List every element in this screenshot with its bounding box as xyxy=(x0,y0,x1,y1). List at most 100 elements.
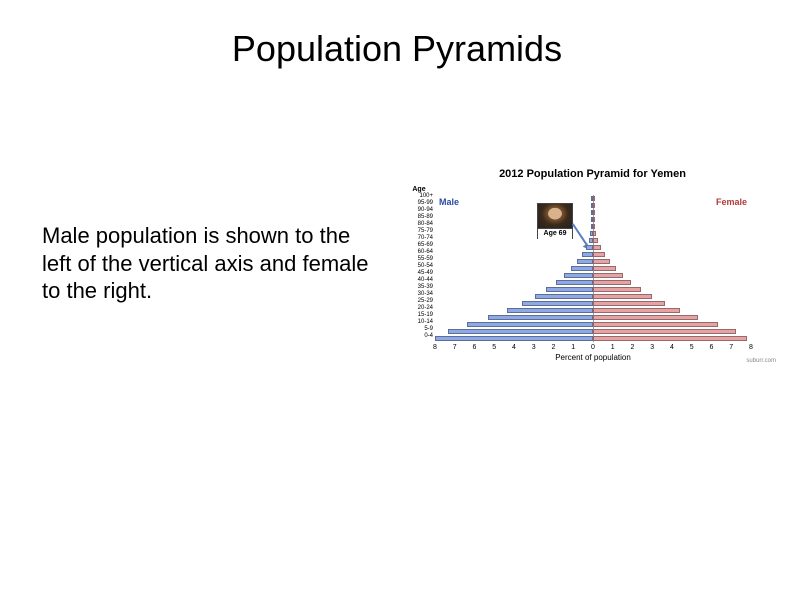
y-tick-label: 15-19 xyxy=(405,312,433,319)
y-tick-label: 95-99 xyxy=(405,200,433,207)
y-tick-label: 5-9 xyxy=(405,326,433,333)
male-bar xyxy=(535,294,593,299)
bar-row xyxy=(433,265,753,272)
y-tick-label: 45-49 xyxy=(405,270,433,277)
chart-title: 2012 Population Pyramid for Yemen xyxy=(405,168,780,180)
watermark: suburr.com xyxy=(746,358,776,364)
female-bar xyxy=(593,280,631,285)
male-bar xyxy=(467,322,593,327)
y-tick-label: 100+ xyxy=(405,193,433,200)
female-bar xyxy=(593,273,623,278)
male-bar xyxy=(577,259,593,264)
bar-row xyxy=(433,230,753,237)
slide-title: Population Pyramids xyxy=(0,28,794,70)
x-axis-label: Percent of population xyxy=(433,353,753,362)
y-tick-label: 50-54 xyxy=(405,263,433,270)
y-tick-label: 55-59 xyxy=(405,256,433,263)
female-bar xyxy=(593,315,698,320)
y-tick-label: 35-39 xyxy=(405,284,433,291)
y-tick-label: 0-4 xyxy=(405,333,433,340)
y-tick-label: 70-74 xyxy=(405,235,433,242)
y-axis-ticks: 100+95-9990-9485-8980-8475-7970-7465-696… xyxy=(405,193,433,340)
x-tick-label: 4 xyxy=(512,344,516,351)
bar-row xyxy=(433,258,753,265)
bar-row xyxy=(433,286,753,293)
bar-row xyxy=(433,209,753,216)
x-tick-label: 2 xyxy=(552,344,556,351)
bar-row xyxy=(433,216,753,223)
x-tick-label: 2 xyxy=(631,344,635,351)
x-tick-label: 5 xyxy=(690,344,694,351)
y-tick-label: 20-24 xyxy=(405,305,433,312)
bar-row xyxy=(433,202,753,209)
bar-row xyxy=(433,223,753,230)
y-tick-label: 90-94 xyxy=(405,207,433,214)
bar-row xyxy=(433,237,753,244)
x-tick-label: 4 xyxy=(670,344,674,351)
y-tick-label: 75-79 xyxy=(405,228,433,235)
male-bar xyxy=(435,336,593,341)
female-bar xyxy=(593,196,595,201)
male-bar xyxy=(564,273,593,278)
chart-plot-area: Male Female Age 69 xyxy=(433,195,753,342)
female-bar xyxy=(593,259,610,264)
female-bar xyxy=(593,210,595,215)
female-bar xyxy=(593,287,641,292)
male-bar xyxy=(488,315,593,320)
bar-row xyxy=(433,244,753,251)
female-bar xyxy=(593,224,595,229)
x-tick-label: 0 xyxy=(591,344,595,351)
female-bar xyxy=(593,245,601,250)
bar-row xyxy=(433,321,753,328)
slide-body-text: Male population is shown to the left of … xyxy=(42,222,382,305)
bar-row xyxy=(433,335,753,342)
y-axis: Age 100+95-9990-9485-8980-8475-7970-7465… xyxy=(405,186,433,340)
male-bar xyxy=(586,245,593,250)
female-bar xyxy=(593,294,652,299)
bar-row xyxy=(433,195,753,202)
bar-row xyxy=(433,279,753,286)
y-tick-label: 65-69 xyxy=(405,242,433,249)
female-bar xyxy=(593,301,665,306)
x-tick-label: 7 xyxy=(729,344,733,351)
y-tick-label: 80-84 xyxy=(405,221,433,228)
slide: Population Pyramids Male population is s… xyxy=(0,0,794,595)
female-bar xyxy=(593,336,747,341)
x-axis-ticks: 87654321012345678 xyxy=(433,344,753,351)
y-tick-label: 60-64 xyxy=(405,249,433,256)
bar-row xyxy=(433,314,753,321)
female-bar xyxy=(593,203,595,208)
male-bar xyxy=(448,329,593,334)
female-bar xyxy=(593,266,616,271)
bar-row xyxy=(433,307,753,314)
female-bar xyxy=(593,238,598,243)
x-tick-label: 7 xyxy=(453,344,457,351)
x-tick-label: 8 xyxy=(749,344,753,351)
x-tick-label: 1 xyxy=(571,344,575,351)
x-tick-label: 8 xyxy=(433,344,437,351)
bar-row xyxy=(433,300,753,307)
bar-row xyxy=(433,251,753,258)
y-tick-label: 25-29 xyxy=(405,298,433,305)
female-bar xyxy=(593,308,680,313)
x-tick-label: 6 xyxy=(473,344,477,351)
population-pyramid-chart: 2012 Population Pyramid for Yemen Age 10… xyxy=(405,168,780,362)
male-bar xyxy=(546,287,593,292)
male-bar xyxy=(522,301,593,306)
female-bar xyxy=(593,231,596,236)
female-bar xyxy=(593,252,605,257)
male-bar xyxy=(582,252,593,257)
female-bar xyxy=(593,329,736,334)
bar-row xyxy=(433,272,753,279)
y-axis-label: Age xyxy=(405,186,433,193)
y-tick-label: 85-89 xyxy=(405,214,433,221)
y-tick-label: 30-34 xyxy=(405,291,433,298)
y-tick-label: 40-44 xyxy=(405,277,433,284)
x-tick-label: 6 xyxy=(710,344,714,351)
x-tick-label: 3 xyxy=(650,344,654,351)
x-tick-label: 5 xyxy=(492,344,496,351)
female-bar xyxy=(593,322,718,327)
bar-row xyxy=(433,293,753,300)
bar-row xyxy=(433,328,753,335)
female-bar xyxy=(593,217,595,222)
